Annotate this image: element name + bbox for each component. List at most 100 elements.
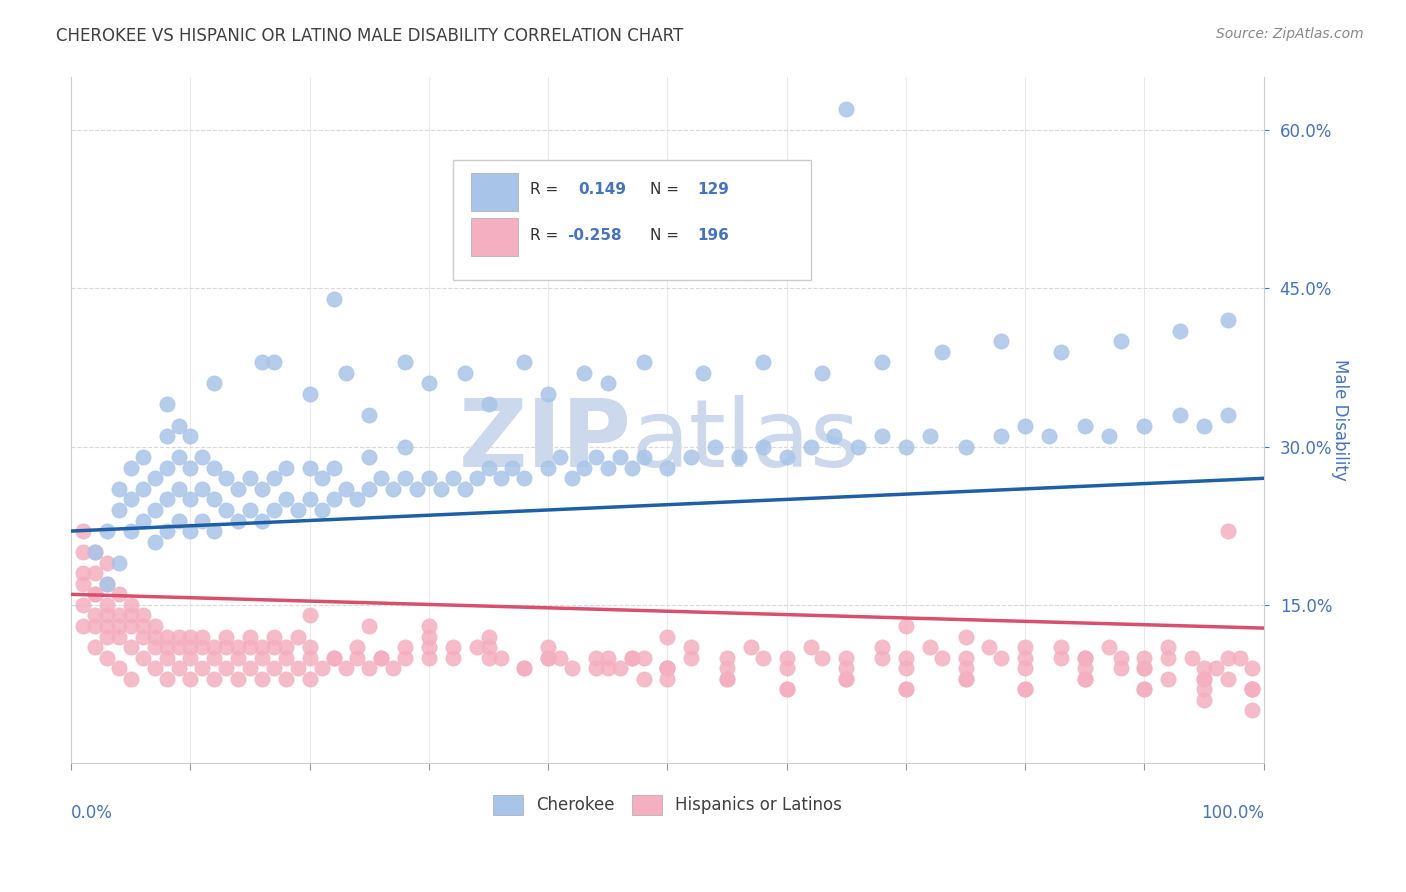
Point bbox=[143, 661, 166, 675]
Point bbox=[406, 482, 429, 496]
Point bbox=[202, 672, 225, 686]
Point bbox=[96, 524, 118, 538]
Point bbox=[1109, 661, 1132, 675]
Point bbox=[84, 566, 107, 581]
Point bbox=[143, 471, 166, 485]
Point bbox=[167, 482, 190, 496]
Point bbox=[418, 640, 440, 654]
Point bbox=[298, 672, 321, 686]
Point bbox=[489, 471, 512, 485]
Point bbox=[274, 640, 297, 654]
Point bbox=[633, 672, 655, 686]
Point bbox=[1050, 650, 1073, 665]
Point bbox=[585, 650, 607, 665]
Point bbox=[226, 640, 249, 654]
Point bbox=[620, 650, 643, 665]
Point bbox=[179, 650, 201, 665]
Point bbox=[441, 471, 464, 485]
Point bbox=[298, 492, 321, 507]
Point bbox=[120, 619, 142, 633]
Point bbox=[465, 640, 488, 654]
Point bbox=[239, 503, 262, 517]
Point bbox=[263, 471, 285, 485]
Point bbox=[96, 556, 118, 570]
Point bbox=[298, 608, 321, 623]
Point bbox=[191, 482, 214, 496]
Point bbox=[1240, 661, 1263, 675]
Point bbox=[1014, 650, 1036, 665]
Point bbox=[108, 619, 131, 633]
Point bbox=[823, 429, 845, 443]
Point bbox=[202, 460, 225, 475]
Point bbox=[454, 366, 477, 380]
Point bbox=[156, 397, 179, 411]
Point bbox=[513, 355, 536, 369]
Point bbox=[596, 650, 619, 665]
Point bbox=[132, 608, 155, 623]
Point bbox=[226, 672, 249, 686]
Point bbox=[1050, 640, 1073, 654]
Point bbox=[263, 355, 285, 369]
Point bbox=[96, 576, 118, 591]
Point bbox=[84, 608, 107, 623]
Point bbox=[955, 440, 977, 454]
Point bbox=[418, 376, 440, 391]
Point bbox=[1157, 672, 1180, 686]
Point bbox=[202, 650, 225, 665]
Point bbox=[418, 650, 440, 665]
Y-axis label: Male Disability: Male Disability bbox=[1331, 359, 1348, 481]
Point bbox=[132, 650, 155, 665]
Point bbox=[394, 471, 416, 485]
Point bbox=[776, 450, 799, 465]
Point bbox=[418, 471, 440, 485]
Point bbox=[108, 608, 131, 623]
Point bbox=[322, 292, 344, 306]
Text: 129: 129 bbox=[697, 182, 730, 197]
Point bbox=[561, 471, 583, 485]
Point bbox=[311, 503, 333, 517]
Point bbox=[274, 460, 297, 475]
Point bbox=[465, 471, 488, 485]
Point bbox=[657, 630, 679, 644]
Point bbox=[1192, 661, 1215, 675]
Point bbox=[561, 661, 583, 675]
Point bbox=[716, 672, 738, 686]
Text: R =: R = bbox=[530, 227, 558, 243]
Point bbox=[1074, 650, 1097, 665]
Point bbox=[931, 650, 953, 665]
Point bbox=[298, 650, 321, 665]
Point bbox=[215, 503, 238, 517]
Point bbox=[633, 355, 655, 369]
Point bbox=[1168, 324, 1191, 338]
Point bbox=[143, 503, 166, 517]
Point bbox=[537, 650, 560, 665]
Point bbox=[931, 344, 953, 359]
Point bbox=[167, 640, 190, 654]
Point bbox=[692, 366, 714, 380]
Point bbox=[513, 661, 536, 675]
Point bbox=[1109, 334, 1132, 348]
Point bbox=[501, 460, 523, 475]
Point bbox=[1216, 524, 1239, 538]
Point bbox=[776, 682, 799, 697]
Point bbox=[990, 334, 1012, 348]
Point bbox=[776, 682, 799, 697]
Point bbox=[1014, 640, 1036, 654]
Legend: Cherokee, Hispanics or Latinos: Cherokee, Hispanics or Latinos bbox=[485, 787, 851, 823]
Point bbox=[202, 376, 225, 391]
Point bbox=[226, 650, 249, 665]
Point bbox=[191, 630, 214, 644]
Point bbox=[215, 630, 238, 644]
Point bbox=[72, 566, 94, 581]
Point bbox=[918, 640, 941, 654]
Point bbox=[335, 366, 357, 380]
Point bbox=[84, 545, 107, 559]
Point bbox=[84, 587, 107, 601]
Point bbox=[1216, 408, 1239, 422]
Point bbox=[1157, 650, 1180, 665]
Point bbox=[513, 661, 536, 675]
Point bbox=[250, 355, 273, 369]
Point bbox=[263, 630, 285, 644]
Point bbox=[752, 355, 775, 369]
Point bbox=[96, 650, 118, 665]
